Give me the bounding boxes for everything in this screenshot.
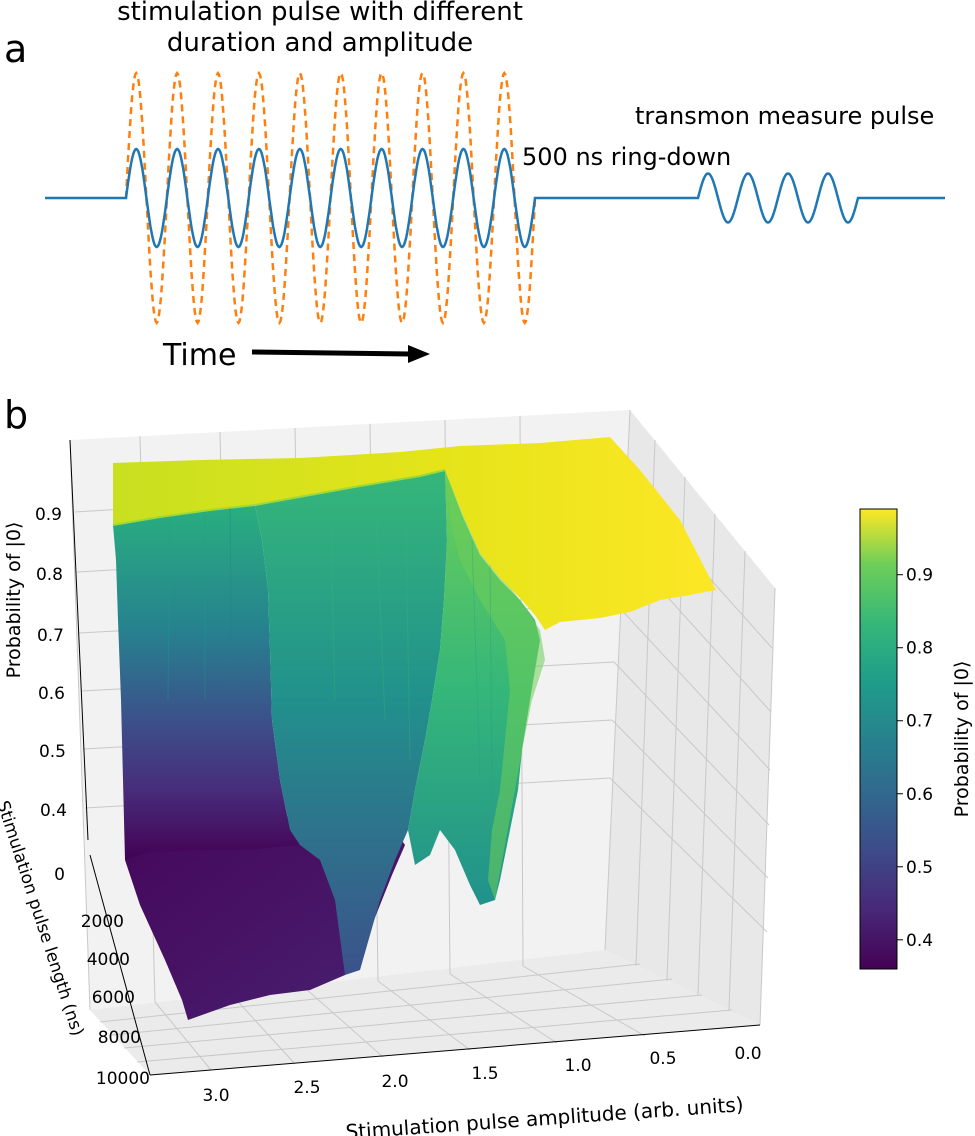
x-tick-label: 0.5 [649,1049,676,1069]
panel-b-label: b [4,393,28,437]
z-tick-label: 0.9 [35,505,62,525]
colorbar-gradient [859,508,898,970]
panel-a: a stimulation pulse with different durat… [4,0,945,373]
colorbar-tick-label: 0.8 [906,639,933,659]
probability-surface [112,437,716,1020]
time-arrow-shaft [251,349,411,357]
y-tick-label: 2000 [81,912,124,932]
x-tick-label: 2.0 [381,1072,408,1092]
surface-left-wall [113,505,300,860]
colorbar-label: Probability of |0⟩ [951,661,973,818]
z-tick-label: 0.4 [40,801,67,821]
colorbar-tick-label: 0.7 [906,712,933,732]
x-tick-label: 3.0 [202,1086,229,1106]
y-tick-label: 0 [54,865,65,885]
y-tick-label: 8000 [98,1028,141,1048]
x-tick-label: 1.5 [471,1064,498,1084]
z-tick-label: 0.7 [37,626,64,646]
z-tick-label: 0.6 [38,684,65,704]
colorbar-tick-label: 0.9 [906,566,933,586]
z-tick-label: 0.8 [36,565,63,585]
surface-top-plateau [113,437,716,630]
stimulation-label-line2: duration and amplitude [167,28,473,58]
colorbar-tick-label: 0.4 [906,931,933,951]
ringdown-label: 500 ns ring-down [522,143,731,171]
y-tick-label: 6000 [92,988,135,1008]
y-axis-label: Stimulation pulse length (ns) [0,798,87,1038]
stimulation-pulse-solid-line [45,147,945,249]
stimulation-label-line1: stimulation pulse with different [117,0,523,27]
colorbar: 0.4 0.5 0.6 0.7 0.8 0.9 Probability of |0⟩ [859,508,973,970]
x-tick-label: 1.0 [564,1056,591,1076]
measure-pulse-label: transmon measure pulse [635,102,934,130]
y-tick-label: 4000 [87,950,130,970]
time-arrow-head [408,345,430,363]
z-axis-label: Probability of |0⟩ [3,522,25,679]
z-tick-label: 0.5 [39,742,66,762]
colorbar-tick-label: 0.5 [906,858,933,878]
x-tick-label: 2.5 [293,1078,320,1098]
y-tick-label: 10000 [96,1069,150,1089]
panel-b: b [0,393,973,1136]
x-tick-label: 0.0 [734,1044,761,1064]
z-axis: 0.9 0.8 0.7 0.6 0.5 0.4 Probability of |… [3,439,89,841]
surface-streaks [167,477,493,801]
surface-middle-ridge [255,470,447,975]
panel-a-label: a [4,27,27,71]
x-axis-label: Stimulation pulse amplitude (arb. units) [345,1092,745,1136]
floor-pane [90,950,760,1075]
surface-cliff-face [448,472,545,900]
colorbar-tick-label: 0.6 [906,785,933,805]
time-label: Time [162,338,236,373]
surface-plateau-edge [112,469,446,526]
